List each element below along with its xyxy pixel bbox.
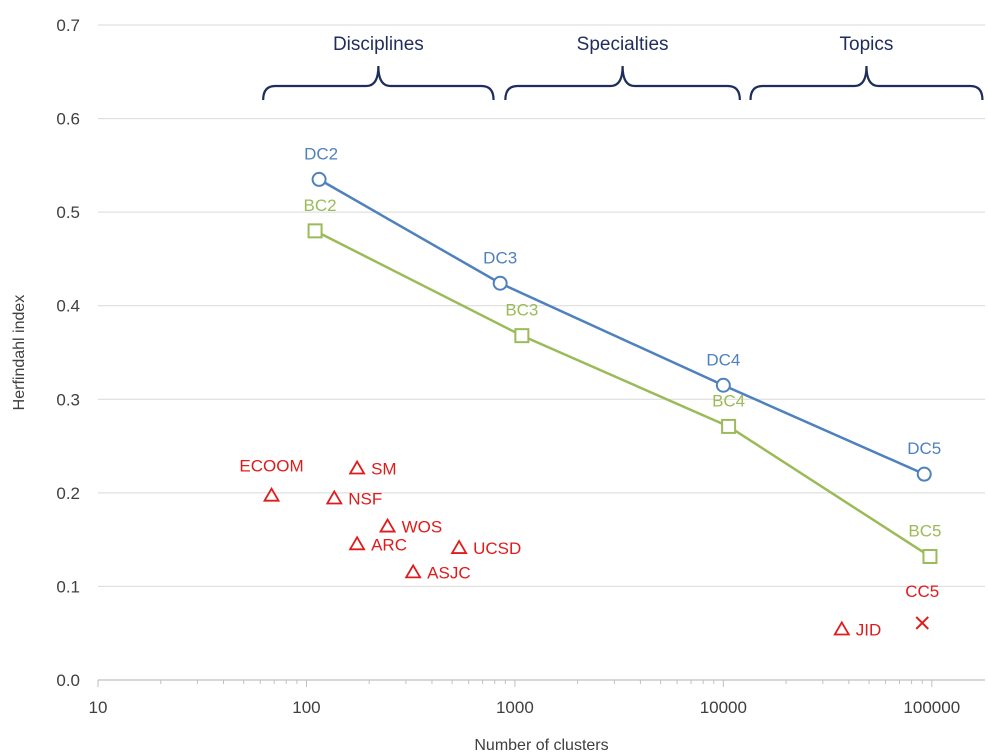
- label-asjc: ASJC: [427, 563, 470, 582]
- brace-label-disciplines: Disciplines: [333, 34, 424, 55]
- marker-bc2: [307, 223, 323, 239]
- label-nsf: NSF: [348, 489, 382, 508]
- marker-wos: [379, 517, 397, 533]
- brace-specialties: [504, 65, 741, 101]
- label-wos: WOS: [402, 518, 443, 537]
- series-line-bc: [314, 229, 931, 558]
- marker-bc5: [922, 548, 938, 564]
- x-tick-label: 100: [292, 698, 320, 717]
- point-labels: DC2 DC3 DC4 DC5 BC2 BC3 BC4 BC5 ECOOM SM NSF WOSARC…: [239, 144, 941, 639]
- marker-jid: [833, 620, 851, 636]
- x-tick-label: 1000: [496, 698, 534, 717]
- label-ecoom: ECOOM: [239, 457, 303, 476]
- marker-dc3: [492, 275, 508, 291]
- label-bc5: BC5: [908, 521, 941, 540]
- marker-bc4: [721, 418, 737, 434]
- y-tick-label: 0.6: [56, 110, 80, 129]
- label-dc4: DC4: [706, 350, 740, 369]
- label-jid: JID: [856, 620, 882, 639]
- label-bc2: BC2: [304, 196, 337, 215]
- x-axis-title: Number of clusters: [474, 737, 608, 754]
- label-dc5: DC5: [907, 439, 941, 458]
- marker-arc: [348, 535, 366, 551]
- label-ucsd: UCSD: [473, 539, 521, 558]
- y-tick-label: 0.3: [56, 390, 80, 409]
- brace-disciplines: [262, 65, 495, 101]
- y-tick-label: 0.5: [56, 203, 80, 222]
- label-bc4: BC4: [712, 391, 745, 410]
- axes: 0.0 0.1 0.2 0.3 0.4 0.5 0.6 0.7 10 100 1000 10000 10…: [56, 16, 985, 717]
- marker-sm: [348, 459, 366, 475]
- brace-label-specialties: Specialties: [577, 34, 669, 55]
- label-bc3: BC3: [505, 301, 538, 320]
- data-marks: [262, 171, 938, 636]
- marker-cc5: [915, 616, 929, 630]
- label-dc2: DC2: [304, 144, 338, 163]
- y-tick-label: 0.2: [56, 484, 80, 503]
- x-tick-label: 100000: [903, 698, 960, 717]
- y-tick-label: 0.1: [56, 577, 80, 596]
- label-cc5: CC5: [905, 582, 939, 601]
- marker-ucsd: [450, 539, 468, 554]
- series-lines: [314, 178, 931, 558]
- x-tick-label: 10: [89, 698, 108, 717]
- marker-bc3: [514, 328, 530, 344]
- series-line-dc: [318, 178, 925, 476]
- marker-dc4: [715, 377, 731, 393]
- marker-dc2: [311, 171, 327, 187]
- marker-ecoom: [262, 486, 281, 502]
- label-sm: SM: [371, 460, 397, 479]
- y-tick-label: 0.4: [56, 297, 80, 316]
- brace-topics: [749, 65, 984, 101]
- marker-dc5: [916, 466, 932, 482]
- label-arc: ARC: [371, 535, 407, 554]
- brackets: Disciplines Specialties Topics: [262, 34, 984, 101]
- y-tick-label: 0.0: [56, 671, 80, 690]
- brace-label-topics: Topics: [840, 34, 894, 55]
- y-tick-label: 0.7: [56, 16, 80, 35]
- grid: [98, 24, 985, 587]
- y-axis-title: Herfindahl index: [11, 295, 28, 411]
- marker-asjc: [404, 563, 422, 579]
- marker-nsf: [325, 489, 343, 505]
- x-tick-label: 10000: [700, 698, 747, 717]
- label-dc3: DC3: [483, 248, 517, 267]
